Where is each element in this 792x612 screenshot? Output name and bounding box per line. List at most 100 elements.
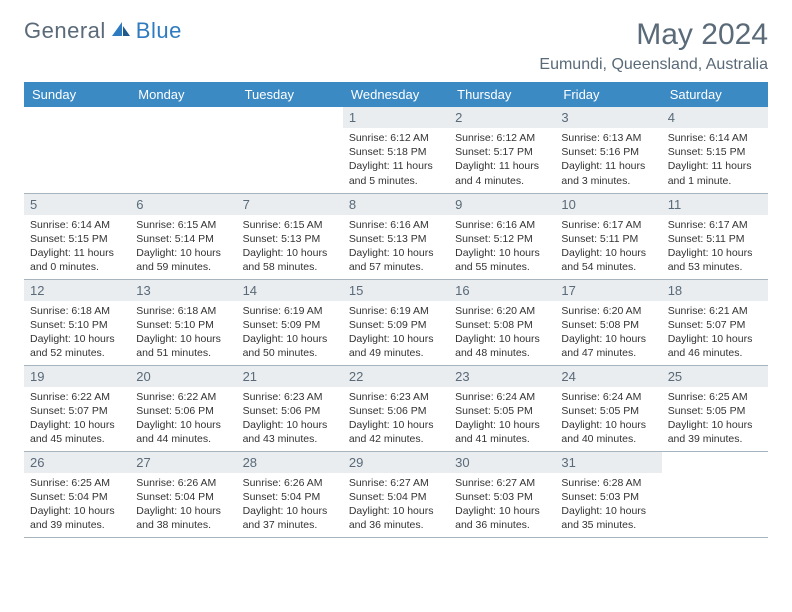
day-content: Sunrise: 6:26 AMSunset: 5:04 PMDaylight:…: [130, 473, 236, 537]
day-content: Sunrise: 6:24 AMSunset: 5:05 PMDaylight:…: [449, 387, 555, 451]
day-content: Sunrise: 6:25 AMSunset: 5:05 PMDaylight:…: [662, 387, 768, 451]
day-cell: 25Sunrise: 6:25 AMSunset: 5:05 PMDayligh…: [662, 365, 768, 451]
day-content: Sunrise: 6:14 AMSunset: 5:15 PMDaylight:…: [24, 215, 130, 279]
day-content: Sunrise: 6:20 AMSunset: 5:08 PMDaylight:…: [449, 301, 555, 365]
day-cell: 5Sunrise: 6:14 AMSunset: 5:15 PMDaylight…: [24, 193, 130, 279]
day-number: 25: [662, 366, 768, 387]
day-content: Sunrise: 6:18 AMSunset: 5:10 PMDaylight:…: [130, 301, 236, 365]
day-number: 29: [343, 452, 449, 473]
day-content: Sunrise: 6:24 AMSunset: 5:05 PMDaylight:…: [555, 387, 661, 451]
day-number: 12: [24, 280, 130, 301]
day-content: Sunrise: 6:12 AMSunset: 5:17 PMDaylight:…: [449, 128, 555, 192]
day-content: Sunrise: 6:28 AMSunset: 5:03 PMDaylight:…: [555, 473, 661, 537]
day-content: Sunrise: 6:25 AMSunset: 5:04 PMDaylight:…: [24, 473, 130, 537]
logo-text-part1: General: [24, 18, 106, 44]
week-row: 19Sunrise: 6:22 AMSunset: 5:07 PMDayligh…: [24, 365, 768, 451]
day-content: Sunrise: 6:27 AMSunset: 5:04 PMDaylight:…: [343, 473, 449, 537]
sail-icon: [110, 20, 132, 43]
day-content: Sunrise: 6:23 AMSunset: 5:06 PMDaylight:…: [343, 387, 449, 451]
day-cell: 18Sunrise: 6:21 AMSunset: 5:07 PMDayligh…: [662, 279, 768, 365]
day-content: Sunrise: 6:20 AMSunset: 5:08 PMDaylight:…: [555, 301, 661, 365]
day-content: Sunrise: 6:26 AMSunset: 5:04 PMDaylight:…: [237, 473, 343, 537]
day-cell: 16Sunrise: 6:20 AMSunset: 5:08 PMDayligh…: [449, 279, 555, 365]
calendar-table: SundayMondayTuesdayWednesdayThursdayFrid…: [24, 82, 768, 538]
day-content: Sunrise: 6:27 AMSunset: 5:03 PMDaylight:…: [449, 473, 555, 537]
day-number: 9: [449, 194, 555, 215]
day-number: 16: [449, 280, 555, 301]
day-number: 26: [24, 452, 130, 473]
day-cell: 29Sunrise: 6:27 AMSunset: 5:04 PMDayligh…: [343, 451, 449, 537]
day-cell: [237, 107, 343, 193]
day-content: Sunrise: 6:14 AMSunset: 5:15 PMDaylight:…: [662, 128, 768, 192]
day-cell: 21Sunrise: 6:23 AMSunset: 5:06 PMDayligh…: [237, 365, 343, 451]
day-cell: 15Sunrise: 6:19 AMSunset: 5:09 PMDayligh…: [343, 279, 449, 365]
day-cell: 9Sunrise: 6:16 AMSunset: 5:12 PMDaylight…: [449, 193, 555, 279]
day-cell: [24, 107, 130, 193]
week-row: 1Sunrise: 6:12 AMSunset: 5:18 PMDaylight…: [24, 107, 768, 193]
day-number: 14: [237, 280, 343, 301]
page-header: General Blue May 2024 Eumundi, Queenslan…: [24, 18, 768, 74]
day-cell: 6Sunrise: 6:15 AMSunset: 5:14 PMDaylight…: [130, 193, 236, 279]
day-cell: 26Sunrise: 6:25 AMSunset: 5:04 PMDayligh…: [24, 451, 130, 537]
weekday-header: Friday: [555, 82, 661, 107]
day-cell: 28Sunrise: 6:26 AMSunset: 5:04 PMDayligh…: [237, 451, 343, 537]
day-number: 7: [237, 194, 343, 215]
title-block: May 2024 Eumundi, Queensland, Australia: [539, 18, 768, 74]
day-number: 15: [343, 280, 449, 301]
day-cell: 24Sunrise: 6:24 AMSunset: 5:05 PMDayligh…: [555, 365, 661, 451]
day-content: Sunrise: 6:18 AMSunset: 5:10 PMDaylight:…: [24, 301, 130, 365]
day-cell: [130, 107, 236, 193]
day-content: Sunrise: 6:23 AMSunset: 5:06 PMDaylight:…: [237, 387, 343, 451]
weekday-header: Tuesday: [237, 82, 343, 107]
day-cell: 17Sunrise: 6:20 AMSunset: 5:08 PMDayligh…: [555, 279, 661, 365]
day-number: 8: [343, 194, 449, 215]
day-number: 27: [130, 452, 236, 473]
weekday-header: Monday: [130, 82, 236, 107]
day-number: 22: [343, 366, 449, 387]
week-row: 5Sunrise: 6:14 AMSunset: 5:15 PMDaylight…: [24, 193, 768, 279]
day-number: 5: [24, 194, 130, 215]
day-cell: 23Sunrise: 6:24 AMSunset: 5:05 PMDayligh…: [449, 365, 555, 451]
day-cell: 14Sunrise: 6:19 AMSunset: 5:09 PMDayligh…: [237, 279, 343, 365]
day-number: 4: [662, 107, 768, 128]
day-content: Sunrise: 6:16 AMSunset: 5:13 PMDaylight:…: [343, 215, 449, 279]
day-content: Sunrise: 6:15 AMSunset: 5:14 PMDaylight:…: [130, 215, 236, 279]
day-content: Sunrise: 6:13 AMSunset: 5:16 PMDaylight:…: [555, 128, 661, 192]
day-number: 11: [662, 194, 768, 215]
day-cell: 3Sunrise: 6:13 AMSunset: 5:16 PMDaylight…: [555, 107, 661, 193]
day-number: 13: [130, 280, 236, 301]
day-number: 10: [555, 194, 661, 215]
day-number: 28: [237, 452, 343, 473]
logo: General Blue: [24, 18, 182, 44]
day-content: Sunrise: 6:22 AMSunset: 5:07 PMDaylight:…: [24, 387, 130, 451]
logo-text-part2: Blue: [136, 18, 182, 44]
day-content: Sunrise: 6:17 AMSunset: 5:11 PMDaylight:…: [555, 215, 661, 279]
day-content: Sunrise: 6:19 AMSunset: 5:09 PMDaylight:…: [343, 301, 449, 365]
day-number: 2: [449, 107, 555, 128]
day-cell: 27Sunrise: 6:26 AMSunset: 5:04 PMDayligh…: [130, 451, 236, 537]
day-number: 23: [449, 366, 555, 387]
day-number: 30: [449, 452, 555, 473]
day-cell: 10Sunrise: 6:17 AMSunset: 5:11 PMDayligh…: [555, 193, 661, 279]
month-title: May 2024: [539, 18, 768, 52]
day-cell: 22Sunrise: 6:23 AMSunset: 5:06 PMDayligh…: [343, 365, 449, 451]
weekday-header: Thursday: [449, 82, 555, 107]
day-cell: 20Sunrise: 6:22 AMSunset: 5:06 PMDayligh…: [130, 365, 236, 451]
day-content: Sunrise: 6:16 AMSunset: 5:12 PMDaylight:…: [449, 215, 555, 279]
day-number: 21: [237, 366, 343, 387]
weekday-header-row: SundayMondayTuesdayWednesdayThursdayFrid…: [24, 82, 768, 107]
day-number: 17: [555, 280, 661, 301]
day-number: 20: [130, 366, 236, 387]
day-content: Sunrise: 6:21 AMSunset: 5:07 PMDaylight:…: [662, 301, 768, 365]
day-cell: 2Sunrise: 6:12 AMSunset: 5:17 PMDaylight…: [449, 107, 555, 193]
day-number: 18: [662, 280, 768, 301]
day-number: 6: [130, 194, 236, 215]
week-row: 26Sunrise: 6:25 AMSunset: 5:04 PMDayligh…: [24, 451, 768, 537]
day-cell: 12Sunrise: 6:18 AMSunset: 5:10 PMDayligh…: [24, 279, 130, 365]
day-cell: 19Sunrise: 6:22 AMSunset: 5:07 PMDayligh…: [24, 365, 130, 451]
day-number: 19: [24, 366, 130, 387]
day-cell: 30Sunrise: 6:27 AMSunset: 5:03 PMDayligh…: [449, 451, 555, 537]
day-cell: 4Sunrise: 6:14 AMSunset: 5:15 PMDaylight…: [662, 107, 768, 193]
day-content: Sunrise: 6:22 AMSunset: 5:06 PMDaylight:…: [130, 387, 236, 451]
day-cell: 13Sunrise: 6:18 AMSunset: 5:10 PMDayligh…: [130, 279, 236, 365]
